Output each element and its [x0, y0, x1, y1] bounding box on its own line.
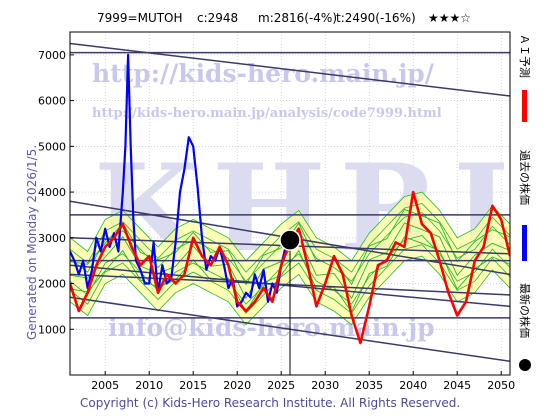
x-tick-label: 2040	[399, 379, 427, 392]
x-tick-label: 2035	[355, 379, 383, 392]
x-tick-label: 2010	[135, 379, 163, 392]
legend-past-swatch	[522, 225, 527, 261]
x-tick-label: 2045	[443, 379, 471, 392]
legend-ai-label: ＡＩ予測	[518, 34, 532, 78]
y-tick-label: 3000	[38, 232, 66, 245]
legend-ai-swatch	[522, 90, 527, 122]
legend-latest-label: 最新の株価	[518, 283, 532, 338]
copyright: Copyright (c) Kids-Hero Research Institu…	[80, 396, 460, 410]
header-metric-t: t:2490(-16%)	[336, 11, 416, 25]
legend-latest-dot	[519, 359, 531, 371]
x-tick-label: 2020	[223, 379, 251, 392]
legend: ＡＩ予測 過去の株価 最新の株価	[518, 34, 532, 371]
x-tick-label: 2025	[267, 379, 295, 392]
legend-past-label: 過去の株価	[518, 150, 532, 205]
x-tick-label: 2050	[487, 379, 515, 392]
header-code: 7999=MUTOH	[97, 11, 183, 25]
plot-frame	[69, 31, 511, 376]
marker-layer	[279, 229, 301, 375]
x-tick-label: 2005	[91, 379, 119, 392]
trend-line	[70, 42, 510, 97]
tick-layer: 2005 2010 2015 2020 2025 2030 2035 2040 2045 2050…	[38, 49, 515, 392]
x-tick-label: 2015	[179, 379, 207, 392]
generated-label: Generated on Monday 2026/1/5.	[25, 145, 39, 340]
y-tick-label: 2000	[38, 278, 66, 291]
past-price-line	[70, 53, 291, 308]
latest-point-marker	[279, 229, 301, 251]
y-tick-label: 7000	[38, 49, 66, 62]
header-current: c:2948	[197, 11, 238, 25]
y-tick-label: 6000	[38, 95, 66, 108]
header-metric-m: m:2816(-4%)	[258, 11, 337, 25]
y-tick-label: 4000	[38, 186, 66, 199]
watermark-url: http://kids-hero.main.jp/	[92, 59, 435, 88]
y-tick-label: 1000	[38, 323, 66, 336]
y-tick-label: 5000	[38, 140, 66, 153]
watermark-url2: http://kids-hero.main.jp/analysis/code79…	[92, 106, 442, 121]
header-rating: ★★★☆	[428, 11, 471, 25]
x-tick-label: 2030	[311, 379, 339, 392]
